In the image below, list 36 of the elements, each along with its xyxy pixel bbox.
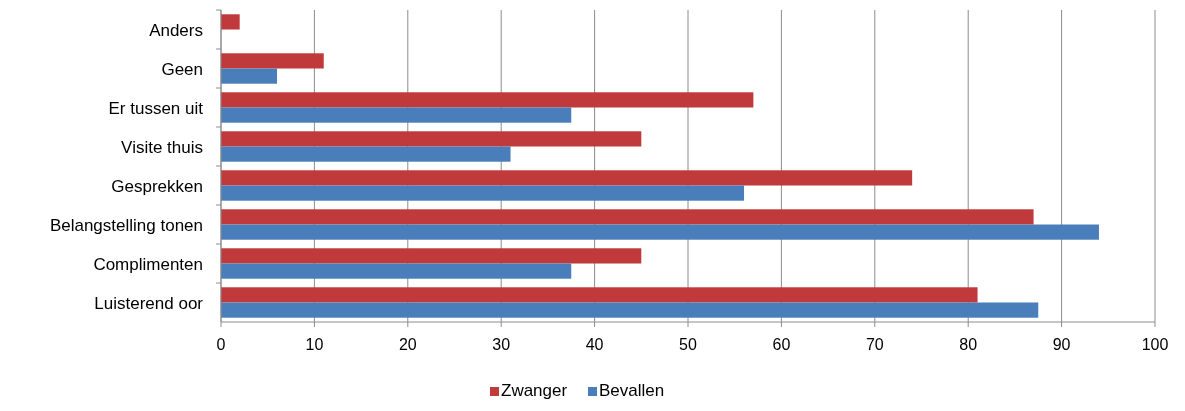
x-tick-label: 80 <box>959 336 978 353</box>
x-tick-label: 90 <box>1052 336 1071 353</box>
bar <box>221 92 754 108</box>
bar <box>221 263 572 279</box>
bar <box>221 170 913 186</box>
bar <box>221 224 1099 240</box>
x-tick-label: 100 <box>1141 336 1169 353</box>
y-tick-label: Luisterend oor <box>94 293 204 313</box>
legend-label: Zwanger <box>501 381 568 400</box>
x-tick-label: 20 <box>398 336 417 353</box>
bar <box>221 287 978 303</box>
x-tick-label: 40 <box>585 336 604 353</box>
x-tick-label: 50 <box>679 336 697 353</box>
bar <box>221 14 240 30</box>
y-tick-label: Geen <box>161 59 203 79</box>
y-tick-label: Complimenten <box>93 254 203 274</box>
x-tick-label: 60 <box>772 336 791 353</box>
y-tick-label: Visite thuis <box>121 137 203 157</box>
bar <box>221 248 642 264</box>
x-tick-label: 70 <box>865 336 884 353</box>
y-tick-label: Anders <box>149 20 203 40</box>
y-tick-label: Er tussen uit <box>108 98 204 118</box>
bar <box>221 185 745 201</box>
x-tick-label: 0 <box>216 336 226 353</box>
y-tick-label: Belangstelling tonen <box>49 215 203 235</box>
bar <box>221 131 642 147</box>
bar <box>221 302 1039 318</box>
bar <box>221 53 324 69</box>
x-tick-label: 30 <box>492 336 511 353</box>
bar <box>221 146 511 162</box>
bar <box>221 107 572 123</box>
x-tick-label: 10 <box>305 336 324 353</box>
bar <box>221 209 1034 225</box>
bar <box>221 68 278 84</box>
legend-label: Bevallen <box>599 381 665 400</box>
y-tick-label: Gesprekken <box>111 176 203 196</box>
